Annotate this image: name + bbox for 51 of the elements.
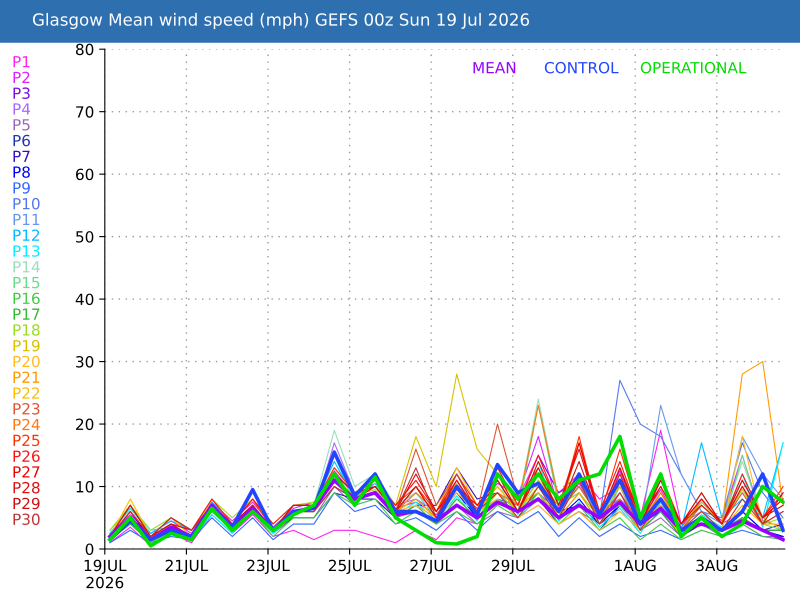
y-tick-label: 50 — [76, 231, 94, 243]
text: P10 — [14, 198, 40, 210]
x-tick-label: 19JUL 2026 — [84, 560, 127, 588]
y-tick-label: 80 — [76, 44, 94, 56]
x-tick-label: 1AUG — [615, 560, 656, 572]
text: CONTROL — [544, 62, 619, 74]
text: P8 — [14, 166, 30, 178]
text: P23 — [14, 403, 40, 415]
x-tick-label: 27JUL — [410, 560, 453, 574]
text: P13 — [14, 245, 40, 257]
x-tick-label: 23JUL — [247, 560, 290, 574]
chart-title: Glasgow Mean wind speed (mph) GEFS 00z Sun 19 Jul 2026 — [32, 12, 530, 30]
text: P17 — [14, 308, 40, 320]
text: OPERATIONAL — [640, 62, 746, 74]
x-tick-label: 25JUL — [328, 560, 372, 574]
text: P16 — [14, 292, 40, 304]
y-tick-label: 10 — [76, 480, 94, 493]
text: P30 — [14, 513, 40, 526]
x-tick-label: 21JUL — [166, 560, 208, 574]
text: P20 — [14, 356, 40, 368]
text: P25 — [14, 434, 40, 446]
text: P5 — [14, 119, 30, 131]
text: P28 — [14, 482, 40, 494]
text: P18 — [14, 324, 40, 336]
y-tick-label: 0 — [86, 543, 94, 556]
text: P7 — [14, 150, 30, 162]
y-tick-label: 20 — [76, 418, 94, 430]
text: P11 — [14, 214, 40, 226]
y-tick-label: 70 — [76, 106, 94, 118]
text: P27 — [14, 466, 40, 478]
text: P12 — [14, 229, 40, 241]
text: P19 — [14, 340, 40, 352]
text: P14 — [14, 261, 40, 272]
text: P15 — [14, 276, 40, 288]
text: P21 — [14, 371, 40, 383]
y-tick-label: 60 — [76, 168, 94, 180]
x-tick-label: 29JUL — [492, 560, 535, 574]
text: P24 — [14, 418, 40, 430]
x-tick-label: 3AUG — [696, 560, 738, 572]
text: P2 — [14, 72, 30, 83]
y-tick-label: 40 — [76, 294, 94, 306]
text: P29 — [14, 498, 40, 510]
text: P4 — [14, 103, 30, 115]
y-tick-label: 30 — [76, 356, 94, 368]
text: MEAN — [474, 62, 516, 74]
text: P9 — [14, 182, 30, 194]
text: P1 — [14, 56, 30, 68]
text: P22 — [14, 387, 40, 399]
text: P3 — [14, 87, 30, 99]
text: P26 — [14, 450, 40, 462]
text: P6 — [14, 134, 30, 146]
